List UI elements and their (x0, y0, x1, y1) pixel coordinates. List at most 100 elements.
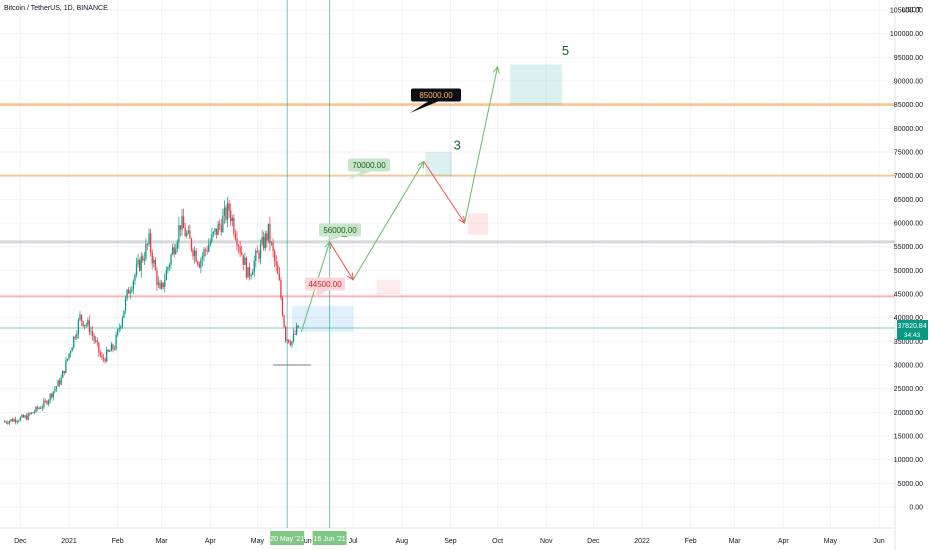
candle-body (101, 355, 103, 358)
candle-body (239, 246, 241, 253)
candle-body (138, 259, 141, 271)
candle-body (291, 341, 293, 345)
candle-body (295, 325, 298, 335)
target-callout-44500-pointer (316, 290, 327, 297)
candle-body (77, 319, 80, 335)
target-callout-70000-box (348, 158, 390, 172)
candle-body (189, 230, 191, 239)
price-tick-label: 25000.00 (894, 386, 923, 393)
price-tick-label: 40000.00 (894, 315, 923, 322)
candle-body (252, 272, 254, 275)
candle-body (272, 242, 274, 252)
candle-body (24, 415, 26, 418)
pullback-box-1 (376, 279, 401, 294)
candle-body (120, 326, 122, 329)
time-tick-label: Aug (396, 538, 409, 545)
candle-body (281, 298, 284, 316)
candle-body (170, 254, 172, 265)
candle-body (270, 242, 273, 244)
date-marker-badge (270, 531, 305, 545)
currency-label: USDT (902, 7, 922, 14)
candle-body (10, 419, 12, 422)
candle-body (233, 218, 235, 234)
candle-body (178, 225, 180, 242)
candle-body (245, 257, 248, 278)
time-tick-label: Mar (156, 538, 169, 545)
candle-body (88, 320, 91, 332)
price-tick-label: 45000.00 (894, 292, 923, 299)
candle-body (43, 400, 45, 407)
candle-body (79, 314, 81, 320)
candle-body (93, 335, 95, 341)
price-tick-label: 105000.00 (890, 8, 923, 15)
candle-body (140, 256, 142, 271)
time-tick-label: Jun (873, 538, 884, 545)
candle-body (234, 233, 237, 239)
candle-body (27, 413, 29, 420)
candle-body (203, 249, 205, 257)
candle-body (90, 331, 92, 333)
projection-arrow-up (352, 161, 425, 281)
current-price-badge (897, 319, 928, 340)
price-tick-label: 20000.00 (894, 410, 923, 417)
candle-body (57, 380, 59, 387)
price-tick-label: 35000.00 (894, 339, 923, 346)
target-callout-44500-box (305, 277, 345, 291)
candle-body (222, 215, 224, 233)
candle-body (247, 266, 249, 278)
candle-body (51, 393, 53, 398)
candle-body (261, 237, 263, 245)
candle-body (201, 256, 204, 260)
time-tick-label: 2021 (61, 538, 77, 545)
candle-body (159, 282, 161, 289)
candle-body (242, 254, 244, 265)
candle-body (283, 315, 285, 327)
candle-body (68, 353, 70, 359)
candle-body (74, 336, 76, 338)
candle-body (91, 331, 94, 336)
candle-body (66, 358, 69, 361)
time-tick-label: Apr (205, 538, 217, 545)
candle-body (212, 231, 215, 234)
candle-body (292, 333, 295, 342)
price-tick-label: 85000.00 (894, 102, 923, 109)
price-tick-label: 15000.00 (894, 434, 923, 441)
candle-body (259, 244, 262, 259)
candle-body (3, 421, 6, 423)
price-tick-label: 60000.00 (894, 221, 923, 228)
projection-arrow-down (329, 241, 354, 281)
candle-body (269, 223, 271, 244)
candle-body (253, 260, 255, 273)
candle-body (148, 233, 150, 245)
candle-body (41, 406, 43, 409)
date-marker-label: 16 Jun '21 (314, 536, 346, 543)
candle-body (149, 233, 152, 253)
candle-body (106, 349, 108, 362)
candle-body (225, 207, 227, 220)
candle-body (215, 228, 218, 235)
candle-body (54, 389, 56, 392)
candle-body (40, 407, 42, 409)
time-tick-label: Dec (14, 538, 27, 545)
candle-body (19, 417, 21, 421)
candle-body (104, 359, 106, 362)
time-tick-label: Jun (300, 538, 311, 545)
projection-arrow-down-head (458, 215, 466, 224)
candle-body (126, 289, 128, 299)
candle-body (288, 339, 290, 343)
target-callout-70000-pointer (346, 171, 371, 180)
wave-label: 3 (454, 138, 461, 153)
candle-body (248, 266, 251, 277)
time-tick-label: Sep (444, 538, 457, 545)
candle-body (267, 223, 270, 241)
current-price-value: 37820.84 (897, 323, 926, 330)
candle-body (32, 412, 34, 414)
candle-body (181, 216, 183, 230)
candle-body (131, 289, 133, 292)
candle-body (117, 329, 119, 335)
candle-body (264, 233, 266, 249)
candle-body (73, 336, 75, 348)
grid (0, 0, 895, 528)
candle-body (223, 207, 226, 216)
